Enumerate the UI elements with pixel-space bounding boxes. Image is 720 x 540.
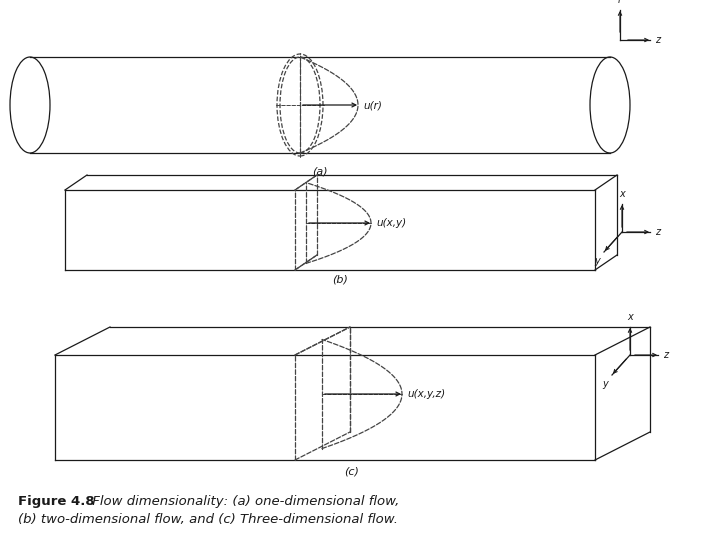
Text: z: z [655,35,660,45]
Text: y: y [602,379,608,389]
Text: Flow dimensionality: (a) one-dimensional flow,: Flow dimensionality: (a) one-dimensional… [88,495,400,508]
Text: (a): (a) [312,167,328,177]
Text: r: r [618,0,622,5]
Text: z: z [663,350,668,360]
Text: x: x [619,189,625,199]
Ellipse shape [590,57,630,153]
Text: (c): (c) [345,466,359,476]
Text: u(x,y): u(x,y) [376,218,406,228]
Text: Figure 4.8: Figure 4.8 [18,495,94,508]
Text: u(x,y,z): u(x,y,z) [407,389,445,399]
Text: (b): (b) [332,274,348,284]
Ellipse shape [10,57,50,153]
Text: u(r): u(r) [363,100,382,110]
Text: y: y [594,256,600,266]
Text: (b) two-dimensional flow, and (c) Three-dimensional flow.: (b) two-dimensional flow, and (c) Three-… [18,512,398,525]
Text: z: z [655,227,660,237]
Text: x: x [627,312,633,322]
